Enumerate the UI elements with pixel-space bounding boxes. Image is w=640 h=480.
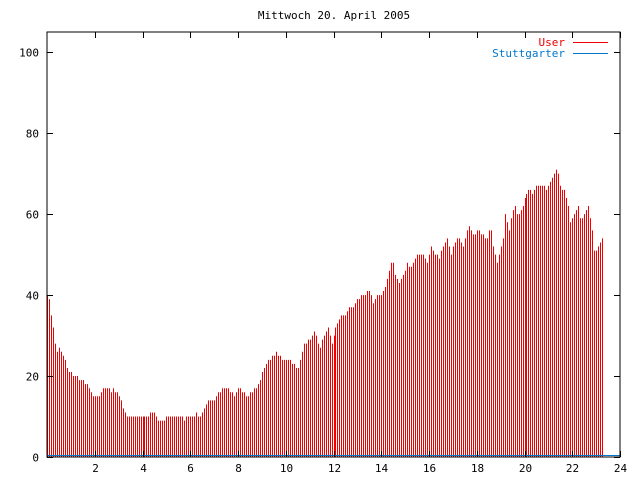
legend: User Stuttgarter [492,36,608,60]
legend-label-user: User [539,36,566,49]
y-tick-label: 0 [32,452,39,465]
x-tick-label: 8 [235,462,242,475]
legend-label-stuttgarter: Stuttgarter [492,47,565,60]
x-tick-label: 22 [566,462,579,475]
x-tick-label: 2 [92,462,99,475]
x-tick-label: 16 [423,462,436,475]
y-tick-label: 60 [26,209,39,222]
user-bars [47,169,603,457]
y-tick-label: 80 [26,128,39,141]
x-tick-label: 18 [471,462,484,475]
x-tick-label: 10 [280,462,293,475]
x-tick-label: 12 [328,462,341,475]
chart-title: Mittwoch 20. April 2005 [258,9,410,22]
x-tick-label: 24 [614,462,628,475]
y-tick-label: 100 [19,47,39,60]
x-tick-label: 20 [519,462,532,475]
x-tick-label: 14 [375,462,389,475]
x-axis: 2 4 6 8 10 12 14 16 18 20 22 24 [92,32,627,475]
y-tick-label: 20 [26,371,39,384]
plot-frame [46,31,621,458]
y-axis: 0 20 40 60 80 100 [19,47,620,465]
x-tick-label: 4 [140,462,147,475]
y-tick-label: 40 [26,290,39,303]
x-tick-label: 6 [187,462,194,475]
